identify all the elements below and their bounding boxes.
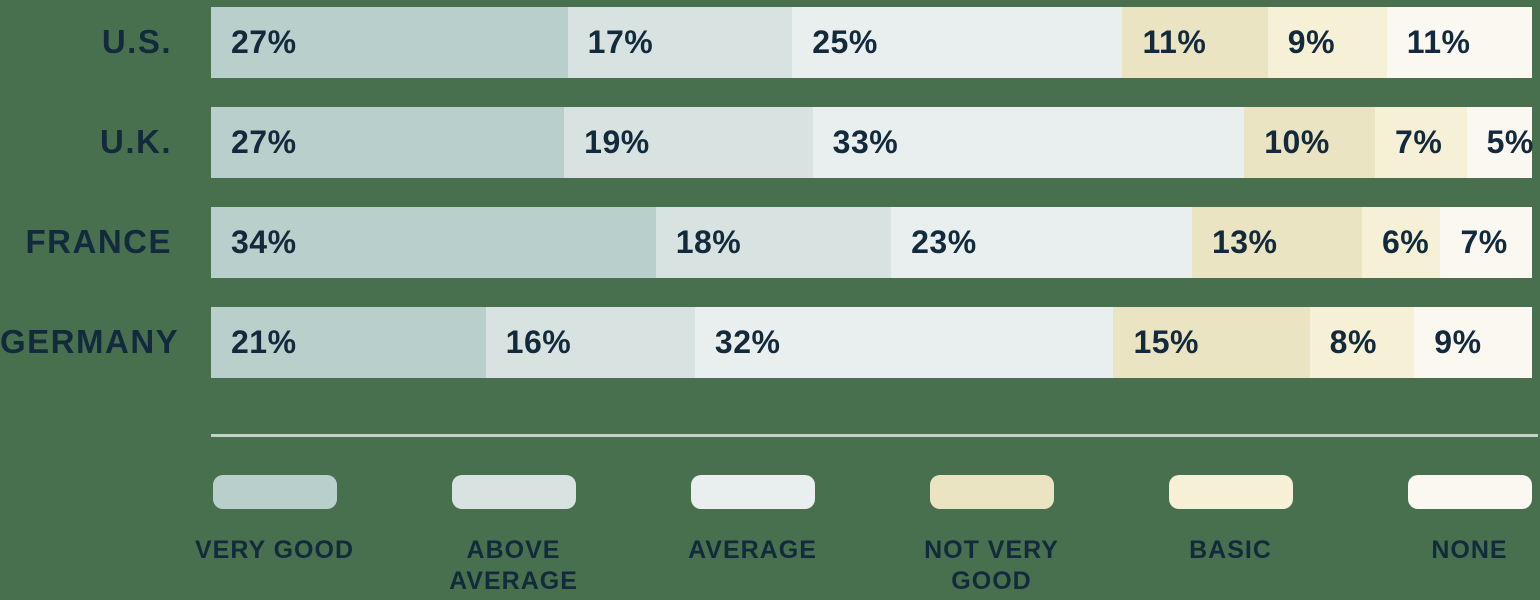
bar-segment: 7%	[1375, 106, 1467, 178]
bar-segment: 27%	[211, 6, 568, 78]
legend-item: ABOVE AVERAGE	[394, 475, 633, 597]
bar-segment: 18%	[655, 206, 892, 278]
bar-segment: 33%	[812, 106, 1245, 178]
bar-segment: 6%	[1361, 206, 1441, 278]
segment-value-label: 27%	[231, 23, 297, 60]
segment-value-label: 9%	[1287, 23, 1336, 60]
country-label: U.K.	[100, 123, 172, 160]
legend-swatch	[929, 475, 1054, 509]
segment-value-label: 32%	[714, 323, 781, 360]
segment-value-label: 13%	[1211, 223, 1278, 260]
bar-segment: 11%	[1386, 6, 1532, 78]
bar-segment: 17%	[567, 6, 793, 78]
stacked-bar: 21% 16% 32% 15% 8% 9%	[211, 306, 1532, 378]
segment-value-label: 21%	[231, 323, 297, 360]
legend-label: BASIC	[1189, 536, 1272, 564]
bar-segment: 10%	[1244, 106, 1376, 178]
country-label: GERMANY	[0, 323, 180, 360]
segment-value-label: 8%	[1329, 323, 1377, 360]
bar-segment: 11%	[1122, 6, 1268, 78]
bar-segment: 16%	[485, 306, 695, 378]
legend-item: NONE	[1350, 475, 1540, 597]
segment-value-label: 9%	[1434, 323, 1482, 360]
legend-label: AVERAGE	[688, 536, 817, 564]
bar-segment: 13%	[1191, 206, 1362, 278]
bar-segment: 9%	[1414, 306, 1532, 378]
bar-segment: 9%	[1267, 6, 1387, 78]
segment-value-label: 5%	[1486, 123, 1534, 160]
legend-label: ABOVE AVERAGE	[449, 536, 578, 595]
bar-segment: 19%	[564, 106, 813, 178]
bar-segment: 21%	[211, 306, 486, 378]
legend-label: NOT VERY GOOD	[924, 536, 1059, 595]
segment-value-label: 10%	[1264, 123, 1330, 160]
legend-item: VERY GOOD	[155, 475, 394, 597]
segment-value-label: 7%	[1460, 223, 1508, 260]
stacked-bar: 27% 19% 33% 10% 7% 5%	[211, 106, 1534, 178]
legend-swatch	[1168, 475, 1293, 509]
segment-value-label: 19%	[584, 123, 650, 160]
legend-label: NONE	[1431, 536, 1508, 564]
segment-value-label: 27%	[231, 123, 297, 160]
segment-value-label: 18%	[675, 223, 742, 260]
segment-value-label: 25%	[812, 23, 878, 60]
segment-value-label: 34%	[231, 223, 297, 260]
legend: VERY GOOD ABOVE AVERAGE AVERAGE NOT VERY GO…	[155, 475, 1540, 597]
segment-value-label: 11%	[1142, 23, 1207, 60]
bar-segment: 25%	[792, 6, 1123, 78]
segment-value-label: 15%	[1133, 323, 1199, 360]
divider-line	[211, 434, 1538, 437]
legend-label: VERY GOOD	[194, 536, 355, 564]
bar-segment: 7%	[1440, 206, 1532, 278]
segment-value-label: 17%	[587, 23, 654, 60]
bar-segment: 27%	[211, 106, 565, 178]
stacked-bar-chart: U.S. 27% 17% 25% 11% 9% 11% U.K. 27% 19% 33% 10% 7% 5…	[0, 0, 1540, 392]
stacked-bar: 34% 18% 23% 13% 6% 7%	[211, 206, 1532, 278]
legend-swatch	[212, 475, 337, 509]
segment-value-label: 6%	[1381, 223, 1430, 260]
legend-swatch	[1407, 475, 1532, 509]
segment-value-label: 33%	[832, 123, 899, 160]
segment-value-label: 23%	[911, 223, 977, 260]
bar-segment: 32%	[694, 306, 1114, 378]
bar-segment: 34%	[211, 206, 656, 278]
legend-item: AVERAGE	[633, 475, 872, 597]
bar-row: FRANCE 34% 18% 23% 13% 6% 7%	[0, 192, 1540, 292]
legend-item: BASIC	[1111, 475, 1350, 597]
stacked-bar: 27% 17% 25% 11% 9% 11%	[211, 6, 1532, 78]
bar-row: U.K. 27% 19% 33% 10% 7% 5%	[0, 92, 1540, 192]
segment-value-label: 7%	[1395, 123, 1443, 160]
bar-segment: 15%	[1113, 306, 1310, 378]
bar-segment: 23%	[891, 206, 1192, 278]
segment-value-label: 11%	[1406, 23, 1471, 60]
bar-row: U.S. 27% 17% 25% 11% 9% 11%	[0, 0, 1540, 92]
country-label: FRANCE	[25, 223, 172, 260]
bar-segment: 8%	[1309, 306, 1415, 378]
legend-swatch	[690, 475, 815, 509]
legend-swatch	[451, 475, 576, 509]
country-label: U.S.	[101, 23, 172, 60]
legend-item: NOT VERY GOOD	[872, 475, 1111, 597]
segment-value-label: 16%	[505, 323, 572, 360]
bar-segment: 5%	[1466, 106, 1534, 178]
bar-row: GERMANY 21% 16% 32% 15% 8% 9%	[0, 292, 1540, 392]
